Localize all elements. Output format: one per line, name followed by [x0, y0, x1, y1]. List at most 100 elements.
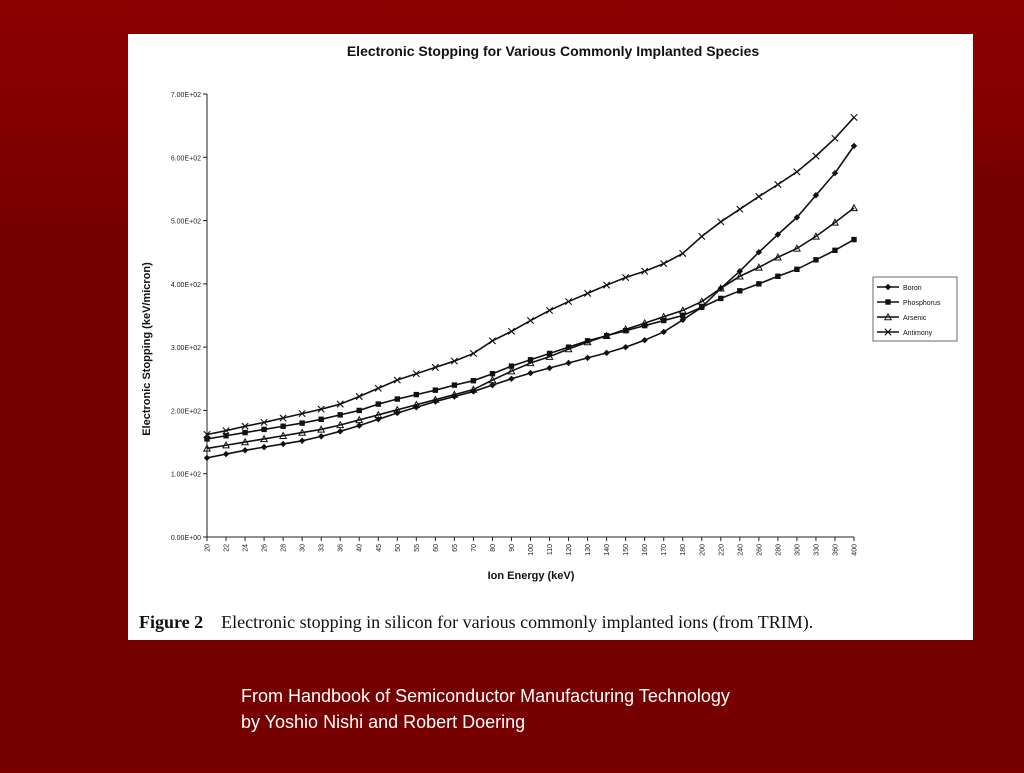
data-point-boron — [298, 437, 306, 445]
data-point-arsenic — [735, 272, 744, 280]
legend-label-boron: Boron — [903, 285, 922, 292]
data-point-boron — [584, 354, 591, 362]
data-point-arsenic — [317, 425, 326, 433]
data-point-antimony — [622, 273, 630, 282]
y-axis-label: Electronic Stopping (keV/micron) — [141, 262, 153, 436]
figure-image: Electronic Stopping for Various Commonly… — [128, 34, 973, 640]
data-point-phosphorus — [299, 420, 305, 426]
data-point-antimony — [412, 370, 420, 378]
data-point-antimony — [641, 267, 649, 275]
series-line-arsenic — [206, 207, 855, 450]
x-tick-label: 36 — [338, 544, 345, 552]
x-tick-label: 26 — [262, 544, 269, 552]
x-tick-label: 40 — [357, 544, 364, 552]
series-layer — [202, 113, 859, 462]
series-line-phosphorus — [206, 238, 855, 440]
y-tick-label: 4.00E+02 — [171, 282, 201, 289]
data-point-antimony — [717, 218, 725, 226]
data-point-phosphorus — [451, 382, 458, 388]
y-tick-label: 1.00E+02 — [171, 472, 201, 479]
data-point-arsenic — [621, 325, 630, 333]
legend-label-antimony: Antimony — [903, 330, 933, 337]
data-point-arsenic — [488, 375, 497, 384]
legend-marker-antimony — [884, 328, 892, 336]
x-tick-label: 22 — [224, 544, 231, 552]
data-point-phosphorus — [622, 327, 629, 334]
data-point-arsenic — [583, 337, 592, 346]
data-point-antimony — [850, 113, 858, 122]
data-point-arsenic — [469, 385, 478, 393]
data-point-arsenic — [564, 344, 573, 353]
ticks: 0.00E+00 1.00E+02 2.00E+02 3.00E+02 4.00E+02… — [171, 92, 859, 556]
series-line-antimony — [206, 116, 855, 436]
data-point-arsenic — [545, 352, 554, 360]
data-point-boron — [508, 375, 515, 382]
data-point-boron — [641, 336, 648, 344]
data-point-phosphorus — [394, 396, 400, 402]
data-point-antimony — [698, 232, 706, 240]
data-point-boron — [317, 433, 325, 440]
data-point-phosphorus — [432, 387, 439, 393]
credit-line-1: From Handbook of Semiconductor Manufactu… — [241, 686, 730, 706]
x-tick-label: 70 — [471, 544, 478, 552]
data-point-antimony — [336, 400, 344, 408]
data-point-phosphorus — [470, 377, 477, 384]
credit-line-2: by Yoshio Nishi and Robert Doering — [241, 712, 526, 732]
data-point-phosphorus — [280, 423, 286, 429]
x-tick-label: 90 — [509, 544, 516, 552]
data-point-phosphorus — [832, 247, 838, 254]
data-point-antimony — [755, 192, 763, 201]
data-point-antimony — [793, 168, 801, 176]
data-point-antimony — [545, 306, 554, 315]
data-point-antimony — [488, 337, 497, 345]
data-point-arsenic — [659, 312, 668, 320]
data-point-arsenic — [640, 318, 649, 327]
data-point-boron — [565, 359, 572, 367]
legend-item-boron: Boron — [877, 283, 922, 292]
x-tick-label: 20 — [205, 544, 212, 552]
data-point-antimony — [393, 376, 401, 384]
data-point-antimony — [774, 180, 782, 189]
x-tick-label: 150 — [623, 544, 630, 556]
data-point-arsenic — [526, 358, 535, 367]
data-point-arsenic — [830, 218, 840, 226]
data-point-boron — [622, 343, 629, 351]
x-tick-label: 300 — [794, 544, 801, 556]
x-tick-label: 33 — [319, 544, 326, 552]
data-point-phosphorus — [204, 436, 210, 442]
x-tick-label: 110 — [547, 544, 554, 555]
axes — [206, 94, 854, 538]
series-antimony — [203, 113, 858, 439]
y-tick-label: 7.00E+02 — [171, 92, 201, 99]
data-point-boron — [203, 454, 211, 462]
data-point-boron — [774, 231, 782, 238]
data-point-arsenic — [202, 444, 212, 452]
data-point-phosphorus — [565, 344, 572, 350]
x-tick-label: 60 — [433, 544, 440, 552]
x-axis-label: Ion Energy (keV) — [488, 570, 575, 582]
data-point-antimony — [203, 430, 211, 439]
data-point-arsenic — [431, 395, 440, 403]
data-point-boron — [679, 316, 686, 324]
data-point-antimony — [317, 405, 325, 413]
y-tick-label: 3.00E+02 — [171, 345, 201, 352]
x-tick-label: 330 — [813, 544, 820, 556]
data-point-antimony — [603, 281, 611, 289]
x-tick-label: 280 — [775, 544, 782, 556]
figure-caption: Figure 2 Electronic stopping in silicon f… — [139, 612, 969, 633]
data-point-arsenic — [849, 203, 859, 212]
data-point-phosphorus — [775, 273, 781, 279]
legend-marker-phosphorus — [885, 299, 891, 305]
data-point-antimony — [374, 384, 382, 392]
data-point-phosphorus — [813, 257, 819, 263]
data-point-arsenic — [374, 410, 383, 419]
x-tick-label: 24 — [243, 544, 250, 552]
data-point-phosphorus — [584, 338, 591, 344]
y-tick-label: 6.00E+02 — [171, 155, 201, 162]
data-point-antimony — [564, 297, 573, 306]
legend-label-arsenic: Arsenic — [903, 315, 927, 322]
data-point-boron — [736, 268, 744, 275]
data-point-arsenic — [279, 431, 288, 439]
data-point-phosphorus — [794, 266, 800, 273]
series-arsenic — [202, 203, 859, 452]
